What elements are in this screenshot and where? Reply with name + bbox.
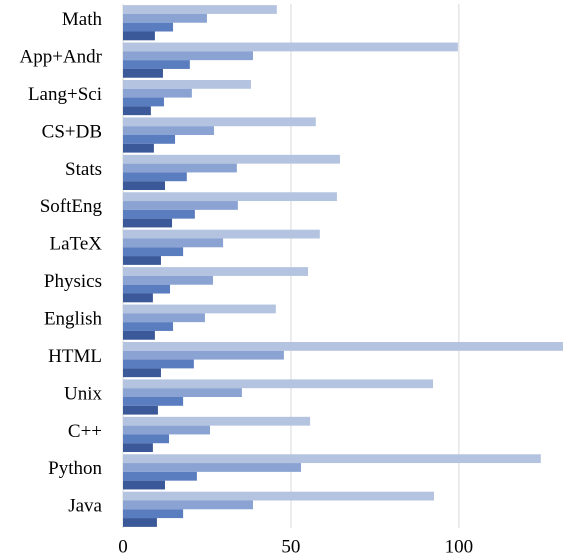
bar (123, 229, 320, 239)
y-tick-label: CS+DB (42, 121, 102, 142)
y-tick-label: LaTeX (50, 234, 103, 255)
bar (123, 359, 194, 369)
y-tick-label: Unix (64, 383, 103, 404)
y-tick-label: Physics (44, 271, 102, 292)
y-tick-label: Stats (65, 159, 102, 180)
bar (123, 491, 435, 501)
y-tick-label: Java (68, 496, 102, 517)
bar (123, 509, 184, 519)
bar (123, 330, 155, 340)
bar (123, 425, 210, 435)
y-tick-label: Math (62, 9, 103, 30)
bar (123, 106, 151, 116)
bar (123, 201, 238, 210)
bar (123, 143, 154, 153)
bar (123, 313, 205, 323)
bar (123, 5, 277, 14)
y-tick-label: Python (48, 458, 102, 479)
bar (123, 218, 173, 228)
bar (123, 238, 224, 248)
bar (123, 350, 284, 360)
bar (123, 51, 253, 61)
bar (123, 480, 165, 490)
y-tick-label: C++ (68, 421, 102, 442)
bar (123, 379, 434, 389)
y-tick-label: Lang+Sci (28, 84, 102, 105)
bar (123, 341, 563, 351)
bar (123, 42, 458, 52)
bar (123, 135, 176, 144)
bar (123, 471, 197, 481)
bar (123, 31, 155, 41)
bar (123, 405, 158, 415)
y-tick-label: English (44, 309, 103, 330)
bar (123, 163, 237, 173)
bar (123, 97, 164, 107)
bar (123, 275, 214, 285)
bar (123, 22, 174, 32)
x-tick-label: 0 (118, 536, 128, 557)
bar (123, 284, 171, 294)
bar (123, 79, 251, 89)
y-tick-label: SoftEng (40, 196, 103, 217)
x-tick-label: 50 (281, 536, 300, 557)
bar (123, 60, 190, 69)
y-tick-label: HTML (48, 346, 102, 367)
x-tick-label: 100 (445, 536, 474, 557)
bar (123, 463, 302, 472)
bar (123, 117, 316, 127)
bar (123, 434, 170, 444)
bar (123, 293, 153, 303)
bar (123, 256, 161, 265)
bar (123, 322, 174, 331)
bar (123, 500, 253, 510)
y-tick-label: App+Andr (20, 47, 103, 68)
bar (123, 443, 153, 453)
bar (123, 126, 215, 135)
bar (123, 397, 184, 406)
bar (123, 267, 309, 276)
bar (123, 154, 340, 164)
bar (123, 304, 276, 314)
bar (123, 247, 184, 257)
bar (123, 416, 311, 426)
bar (123, 68, 163, 78)
bar (123, 181, 165, 191)
bar (123, 172, 187, 182)
bar (123, 454, 541, 464)
bar (123, 518, 157, 527)
bar (123, 192, 337, 202)
bar (123, 13, 207, 23)
bar (123, 88, 192, 98)
bar (123, 368, 161, 378)
bar (123, 388, 242, 397)
bar (123, 209, 195, 219)
